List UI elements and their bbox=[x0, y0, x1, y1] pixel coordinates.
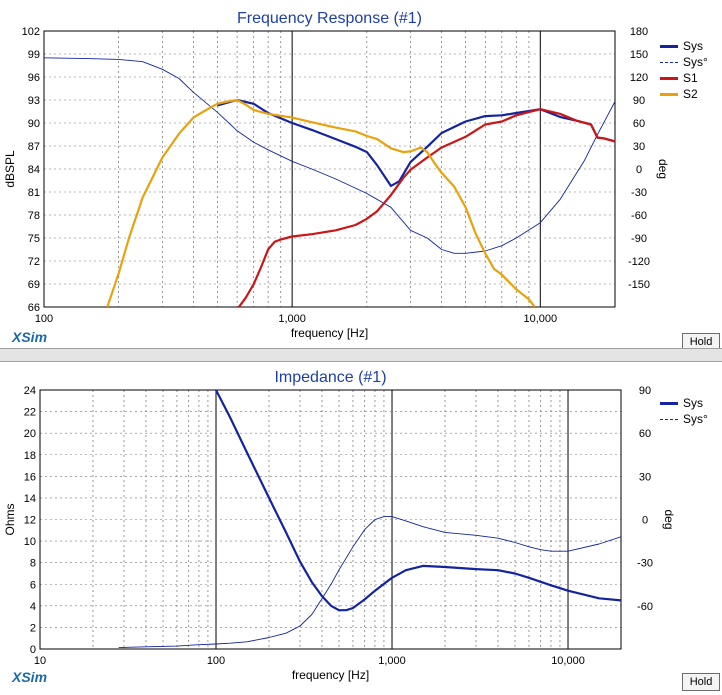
imp-ytick-label: 8 bbox=[30, 558, 36, 570]
fr-y2tick-label: -30 bbox=[631, 187, 647, 199]
fr-ytick-label: 78 bbox=[28, 210, 40, 222]
legend-label-imp-sys-phase: Sys° bbox=[683, 412, 708, 426]
fr-grid bbox=[44, 31, 615, 307]
impedance-panel: 0 2 4 6 8 10 12 14 16 18 20 22 24 -60 -30 0 30 60 90 10 100 1… bbox=[0, 362, 722, 691]
legend-label-s2: S2 bbox=[683, 87, 698, 101]
legend-item-s2: S2 bbox=[660, 86, 708, 102]
fr-plot-frame bbox=[43, 30, 616, 308]
imp-ytick-label: 4 bbox=[30, 601, 36, 613]
imp-ytick-label: 16 bbox=[24, 471, 36, 483]
hold-button-2[interactable]: Hold bbox=[682, 673, 720, 691]
fr-ytick-label: 75 bbox=[28, 233, 40, 245]
fr-ytick-label: 81 bbox=[28, 187, 40, 199]
imp-y2tick-label: 0 bbox=[642, 515, 648, 527]
legend-label-s1: S1 bbox=[683, 71, 698, 85]
imp-ytick-label: 10 bbox=[24, 536, 36, 548]
imp-legend: Sys Sys° bbox=[660, 395, 708, 427]
imp-ytick-label: 22 bbox=[24, 407, 36, 419]
imp-ytick-label: 6 bbox=[30, 579, 36, 591]
fr-y2label: deg bbox=[656, 159, 670, 179]
imp-title: Impedance (#1) bbox=[274, 369, 386, 386]
legend-item-imp-sys: Sys bbox=[660, 395, 708, 411]
imp-grid bbox=[40, 390, 621, 649]
fr-ytick-label: 87 bbox=[28, 141, 40, 153]
xsim-logo: XSim bbox=[12, 329, 48, 345]
fr-y2tick-label: -120 bbox=[628, 256, 650, 268]
fr-ylabel: dBSPL bbox=[3, 150, 17, 188]
fr-legend: Sys Sys° S1 S2 bbox=[660, 38, 708, 102]
fr-y2tick-label: 150 bbox=[630, 49, 648, 61]
fr-y2tick-label: -150 bbox=[628, 279, 650, 291]
imp-ytick-label: 14 bbox=[24, 493, 36, 505]
fr-y2tick-label: 180 bbox=[630, 26, 648, 38]
panel-splitter[interactable] bbox=[0, 348, 722, 362]
imp-xtick-label: 100 bbox=[207, 655, 225, 667]
fr-y2tick-label: 120 bbox=[630, 72, 648, 84]
fr-ytick-label: 93 bbox=[28, 95, 40, 107]
fr-ytick-label: 99 bbox=[28, 49, 40, 61]
fr-ytick-label: 90 bbox=[28, 118, 40, 130]
fr-xtick-label: 10,000 bbox=[523, 313, 557, 325]
fr-ytick-label: 69 bbox=[28, 279, 40, 291]
fr-xlabel: frequency [Hz] bbox=[291, 326, 368, 340]
legend-label-sys-phase: Sys° bbox=[683, 55, 708, 69]
legend-item-s1: S1 bbox=[660, 70, 708, 86]
legend-label-imp-sys: Sys bbox=[683, 396, 704, 410]
imp-y2tick-label: 90 bbox=[639, 385, 651, 397]
imp-ytick-label: 18 bbox=[24, 450, 36, 462]
imp-ytick-label: 0 bbox=[30, 644, 36, 656]
imp-xtick-label: 10 bbox=[34, 655, 46, 667]
imp-xlabel: frequency [Hz] bbox=[292, 668, 369, 682]
fr-series-sys-phase bbox=[44, 57, 615, 254]
fr-y2tick-label: 60 bbox=[633, 118, 645, 130]
fr-series-s1 bbox=[238, 108, 615, 307]
imp-xtick-label: 1,000 bbox=[378, 655, 406, 667]
imp-ytick-label: 24 bbox=[24, 385, 36, 397]
fr-ytick-label: 66 bbox=[28, 302, 40, 314]
imp-y2tick-label: 60 bbox=[639, 428, 651, 440]
imp-y2tick-label: -60 bbox=[637, 601, 653, 613]
fr-ytick-label: 84 bbox=[28, 164, 40, 176]
fr-ytick-label: 96 bbox=[28, 72, 40, 84]
imp-ytick-label: 20 bbox=[24, 428, 36, 440]
imp-y2label: deg bbox=[662, 509, 676, 529]
imp-ylabel: Ohms bbox=[3, 503, 17, 535]
legend-item-sys-phase: Sys° bbox=[660, 54, 708, 70]
xsim-logo-2: XSim bbox=[12, 669, 48, 685]
fr-xtick-label: 100 bbox=[35, 313, 53, 325]
imp-plot-frame bbox=[39, 389, 622, 650]
imp-xtick-label: 10,000 bbox=[551, 655, 585, 667]
fr-y2tick-label: 90 bbox=[633, 95, 645, 107]
fr-ytick-label: 102 bbox=[22, 26, 40, 38]
imp-series-sys-phase bbox=[118, 516, 621, 649]
fr-ytick-label: 72 bbox=[28, 256, 40, 268]
fr-xtick-label: 1,000 bbox=[278, 313, 306, 325]
fr-y2tick-label: -60 bbox=[631, 210, 647, 222]
imp-series-group bbox=[118, 390, 621, 649]
imp-y2tick-label: -30 bbox=[637, 558, 653, 570]
frequency-response-chart: 66 69 72 75 78 81 84 87 90 93 96 99 102 -150 -120 -90 -6… bbox=[3, 10, 670, 340]
imp-y2tick-label: 30 bbox=[639, 471, 651, 483]
fr-series-s2 bbox=[106, 98, 536, 307]
fr-y2tick-label: -90 bbox=[631, 233, 647, 245]
fr-y2tick-label: 30 bbox=[633, 141, 645, 153]
imp-series-sys bbox=[215, 390, 621, 612]
fr-y2tick-label: 0 bbox=[636, 164, 642, 176]
frequency-response-panel: 66 69 72 75 78 81 84 87 90 93 96 99 102 -150 -120 -90 -6… bbox=[3, 10, 720, 351]
legend-item-sys: Sys bbox=[660, 38, 708, 54]
imp-ytick-label: 12 bbox=[24, 515, 36, 527]
imp-ytick-label: 2 bbox=[30, 622, 36, 634]
legend-item-imp-sys-phase: Sys° bbox=[660, 411, 708, 427]
fr-series-group bbox=[44, 57, 615, 307]
fr-title: Frequency Response (#1) bbox=[237, 10, 422, 27]
legend-label-sys: Sys bbox=[683, 39, 704, 53]
